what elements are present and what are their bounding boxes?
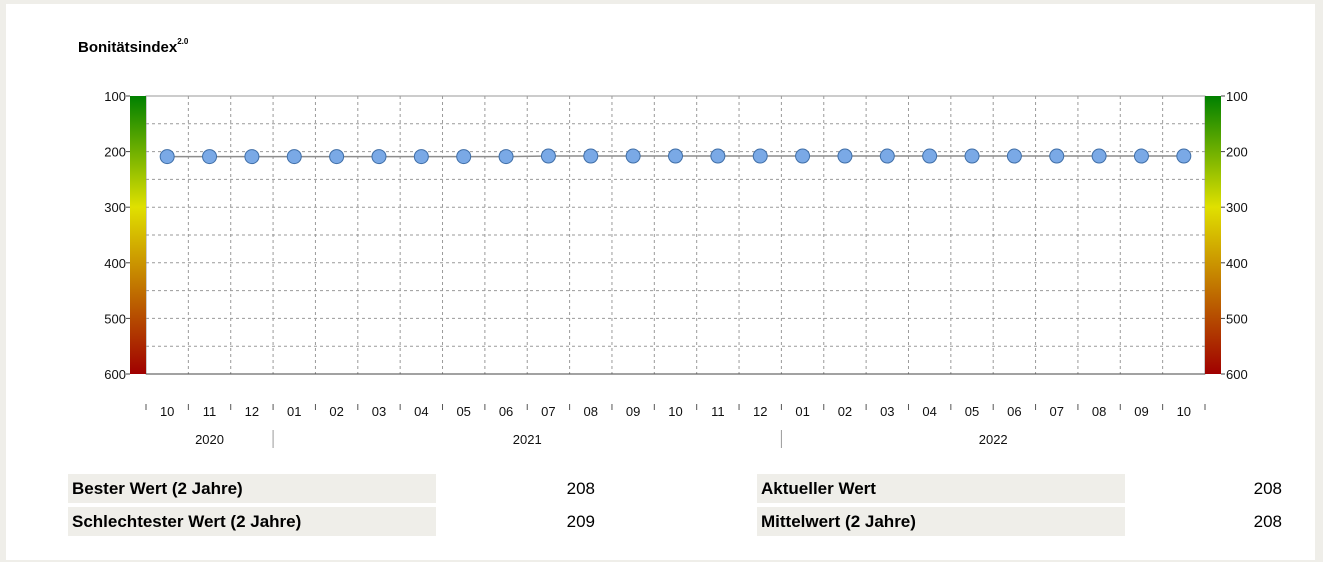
x-tick-label: 01 bbox=[795, 404, 809, 419]
data-point bbox=[583, 148, 599, 164]
data-point bbox=[1006, 148, 1022, 164]
stat-value-worst: 209 bbox=[436, 507, 599, 536]
x-tick-label: 04 bbox=[414, 404, 428, 419]
data-point bbox=[286, 149, 302, 165]
x-tick-label: 01 bbox=[287, 404, 301, 419]
data-point bbox=[371, 149, 387, 165]
data-point bbox=[625, 148, 641, 164]
stat-row-current: Aktueller Wert 208 bbox=[757, 474, 1286, 503]
data-point bbox=[795, 148, 811, 164]
data-point bbox=[837, 148, 853, 164]
y-tick-label-right: 300 bbox=[1226, 200, 1248, 215]
stat-row-mean: Mittelwert (2 Jahre) 208 bbox=[757, 507, 1286, 536]
data-point bbox=[668, 148, 683, 164]
year-label: 2021 bbox=[513, 432, 542, 447]
y-tick-label-left: 200 bbox=[104, 145, 126, 160]
x-tick-label: 03 bbox=[880, 404, 894, 419]
x-tick-label: 07 bbox=[1050, 404, 1064, 419]
stat-label-mean: Mittelwert (2 Jahre) bbox=[757, 507, 1125, 536]
left-color-scale bbox=[130, 96, 146, 374]
y-tick-label-right: 400 bbox=[1226, 256, 1248, 271]
stat-label-worst: Schlechtester Wert (2 Jahre) bbox=[68, 507, 436, 536]
x-tick-label: 02 bbox=[838, 404, 852, 419]
x-tick-label: 10 bbox=[160, 404, 174, 419]
y-tick-label-right: 600 bbox=[1226, 367, 1248, 382]
y-tick-label-left: 500 bbox=[104, 311, 126, 326]
x-tick-label: 10 bbox=[1177, 404, 1191, 419]
stat-row-worst: Schlechtester Wert (2 Jahre) 209 bbox=[68, 507, 599, 536]
x-tick-label: 07 bbox=[541, 404, 555, 419]
stat-label-current: Aktueller Wert bbox=[757, 474, 1125, 503]
data-point bbox=[540, 148, 556, 164]
y-tick-label-left: 300 bbox=[104, 200, 126, 215]
y-tick-label-left: 100 bbox=[104, 89, 126, 104]
y-tick-label-left: 400 bbox=[104, 256, 126, 271]
x-tick-label: 06 bbox=[499, 404, 513, 419]
data-point bbox=[498, 149, 514, 165]
x-tick-label: 08 bbox=[584, 404, 598, 419]
data-point bbox=[329, 149, 345, 165]
stat-label-best: Bester Wert (2 Jahre) bbox=[68, 474, 436, 503]
y-tick-label-right: 200 bbox=[1226, 145, 1248, 160]
bonitaet-chart: 100 100 200 200 300 300 400 400 500 500 600 600 10 1… bbox=[104, 89, 1248, 448]
data-point bbox=[1133, 148, 1149, 164]
year-label: 2020 bbox=[195, 432, 224, 447]
data-point bbox=[1091, 148, 1107, 164]
data-point bbox=[879, 148, 895, 164]
x-tick-label: 06 bbox=[1007, 404, 1021, 419]
data-point bbox=[202, 149, 218, 165]
x-tick-label: 09 bbox=[1134, 404, 1148, 419]
x-tick-label: 03 bbox=[372, 404, 386, 419]
right-color-scale bbox=[1205, 96, 1221, 374]
stat-value-best: 208 bbox=[436, 474, 599, 503]
data-point bbox=[752, 148, 768, 164]
x-tick-label: 04 bbox=[922, 404, 936, 419]
x-tick-label: 11 bbox=[203, 404, 217, 419]
stat-row-best: Bester Wert (2 Jahre) 208 bbox=[68, 474, 599, 503]
title-superscript: 2.0 bbox=[177, 37, 189, 46]
y-tick-label-right: 100 bbox=[1226, 89, 1248, 104]
data-point bbox=[456, 149, 472, 165]
data-point bbox=[964, 148, 980, 164]
data-point bbox=[413, 149, 429, 165]
chart-title: Bonitätsindex2.0 bbox=[78, 37, 189, 56]
stat-value-current: 208 bbox=[1125, 474, 1286, 503]
y-tick-label-left: 600 bbox=[104, 367, 126, 382]
x-tick-label: 11 bbox=[711, 404, 725, 419]
year-label: 2022 bbox=[979, 432, 1008, 447]
x-tick-label: 09 bbox=[626, 404, 640, 419]
data-point bbox=[1049, 148, 1065, 164]
x-tick-label: 10 bbox=[668, 404, 682, 419]
stat-value-mean: 208 bbox=[1125, 507, 1286, 536]
stats-table-right: Aktueller Wert 208 Mittelwert (2 Jahre) … bbox=[757, 470, 1286, 540]
data-point bbox=[922, 148, 938, 164]
data-point bbox=[244, 149, 260, 165]
x-tick-label: 12 bbox=[753, 404, 767, 419]
data-point bbox=[710, 148, 726, 164]
y-tick-label-right: 500 bbox=[1226, 311, 1248, 326]
data-point bbox=[159, 149, 175, 165]
stats-table-left: Bester Wert (2 Jahre) 208 Schlechtester … bbox=[68, 470, 599, 540]
x-tick-label: 08 bbox=[1092, 404, 1106, 419]
data-point bbox=[1176, 148, 1192, 164]
x-tick-label: 12 bbox=[245, 404, 259, 419]
x-tick-label: 05 bbox=[456, 404, 470, 419]
x-tick-label: 05 bbox=[965, 404, 979, 419]
x-tick-label: 02 bbox=[329, 404, 343, 419]
